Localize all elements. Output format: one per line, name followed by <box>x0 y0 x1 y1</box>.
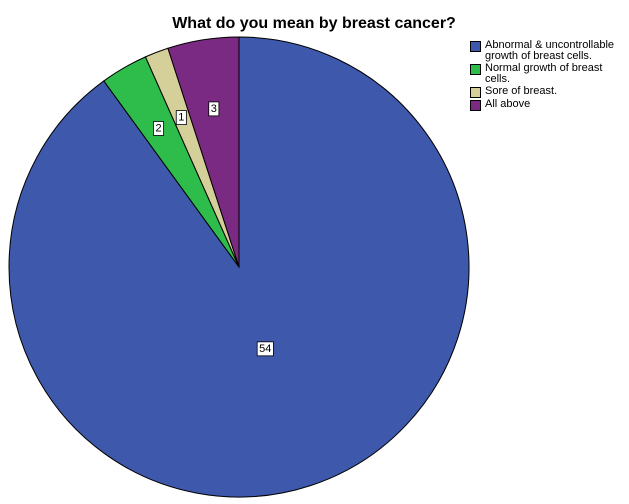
data-label: 3 <box>211 103 217 115</box>
data-label-group: 2 <box>153 121 164 136</box>
legend-label: All above <box>485 98 531 110</box>
legend-item: Normal growth of breast cells. <box>470 63 620 85</box>
data-label-group: 3 <box>208 101 220 117</box>
pie-slice <box>167 36 240 268</box>
data-label-box <box>175 110 187 125</box>
legend-item: Sore of breast. <box>470 86 620 98</box>
legend-swatch <box>470 41 481 52</box>
legend: Abnormal & uncontrollable growth of brea… <box>470 40 620 112</box>
legend-swatch <box>470 87 481 98</box>
legend-item: Abnormal & uncontrollable growth of brea… <box>470 40 620 62</box>
legend-label: Normal growth of breast cells. <box>485 62 603 85</box>
data-label-box <box>153 121 164 136</box>
data-label: 54 <box>259 343 271 355</box>
legend-swatch <box>470 64 481 75</box>
legend-swatch <box>470 100 481 111</box>
legend-label: Abnormal & uncontrollable growth of brea… <box>485 39 615 62</box>
data-label-box <box>256 341 274 357</box>
legend-label: Sore of breast. <box>485 85 558 97</box>
chart-title: What do you mean by breast cancer? <box>172 15 456 32</box>
data-label-group: 1 <box>175 110 187 125</box>
data-label: 1 <box>178 112 184 124</box>
legend-item: All above <box>470 99 620 111</box>
data-label: 2 <box>155 122 161 134</box>
data-label-box <box>208 101 220 117</box>
data-label-group: 54 <box>256 341 274 357</box>
